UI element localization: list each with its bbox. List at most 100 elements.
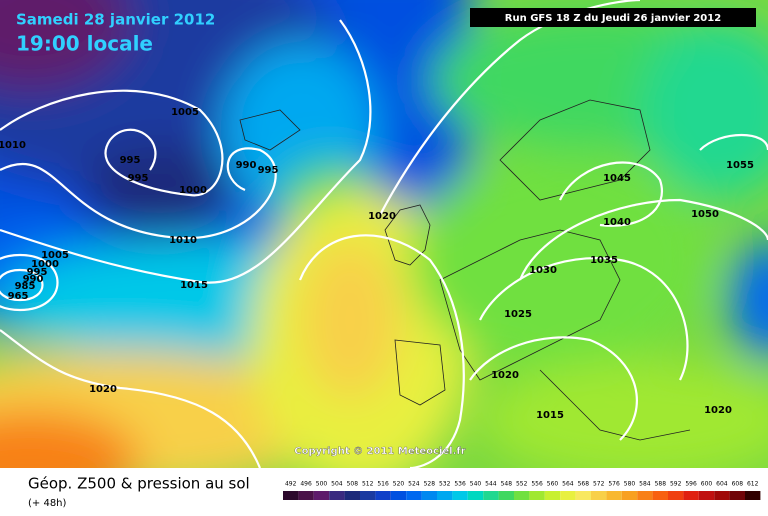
isobar-label: 1010 [169, 235, 197, 246]
legend-swatch [313, 491, 330, 500]
legend-label: 580 [624, 481, 636, 488]
legend-label: 552 [516, 481, 528, 488]
legend-label: 560 [547, 481, 559, 488]
legend-label: 612 [747, 481, 759, 488]
legend-label: 564 [562, 481, 574, 488]
legend-label: 528 [424, 481, 436, 488]
legend-label: 596 [685, 481, 697, 488]
legend-label: 520 [393, 481, 405, 488]
isobar-label: 1005 [171, 107, 199, 118]
legend-swatch [406, 491, 422, 500]
isobar-label: 1020 [491, 370, 519, 381]
legend-label: 492 [285, 481, 297, 488]
isobar-label: 1005 [41, 250, 69, 261]
legend-label: 512 [362, 481, 374, 488]
legend-swatch [283, 491, 299, 500]
legend-swatch [344, 491, 360, 500]
legend-swatch [375, 491, 391, 500]
legend-swatch [637, 491, 653, 500]
legend-swatch [591, 491, 607, 500]
legend-label: 568 [578, 481, 590, 488]
legend-label: 584 [639, 481, 651, 488]
legend-label: 504 [331, 481, 343, 488]
legend-label: 608 [732, 481, 744, 488]
isobar-label: 1050 [691, 209, 719, 220]
isobar-label: 1020 [368, 211, 396, 222]
legend-swatch [729, 491, 745, 500]
isobar-label: 1035 [590, 255, 618, 266]
run-box [470, 8, 756, 27]
legend-label: 536 [454, 481, 466, 488]
isobar-label: 1020 [89, 384, 117, 395]
legend-swatch [652, 491, 668, 500]
legend-label: 548 [501, 481, 513, 488]
isobar-label: 1015 [536, 410, 564, 421]
legend-swatch [745, 491, 761, 500]
legend-label: 532 [439, 481, 451, 488]
legend-swatch [621, 491, 638, 500]
isobar-label: 990 [236, 160, 257, 171]
legend-label: 508 [347, 481, 359, 488]
legend-swatch [575, 491, 591, 500]
legend-swatch [544, 491, 561, 500]
legend-swatch [668, 491, 684, 500]
footer-title: Géop. Z500 & pression au sol [28, 475, 250, 493]
legend-label: 600 [701, 481, 713, 488]
footer-lead: (+ 48h) [28, 498, 67, 509]
legend-swatch [390, 491, 407, 500]
isobar-label: 1045 [603, 173, 631, 184]
legend-label: 576 [608, 481, 620, 488]
legend-label: 496 [300, 481, 312, 488]
legend-swatch [483, 491, 499, 500]
legend-label: 556 [531, 481, 543, 488]
legend: 492 496 500 504 508 512 516 520 524 528 532 536 540 5… [283, 481, 761, 500]
legend-swatch [606, 491, 622, 500]
legend-swatch [560, 491, 576, 500]
isobar-label: 985 [15, 281, 36, 292]
isobar-label: 1030 [529, 265, 557, 276]
legend-label: 572 [593, 481, 605, 488]
isobar-label: 1025 [504, 309, 532, 320]
legend-swatch [467, 491, 484, 500]
isobar-label: 1015 [180, 280, 208, 291]
isobar-label: 965 [8, 291, 29, 302]
legend-swatch [329, 491, 345, 500]
isobar-label: 995 [128, 173, 149, 184]
isobar-label: 1055 [726, 160, 754, 171]
legend-swatch [360, 491, 376, 500]
legend-label: 604 [716, 481, 728, 488]
legend-label: 544 [485, 481, 497, 488]
isobar-label: 990 [23, 274, 44, 285]
isobar-label: 1000 [179, 185, 207, 196]
legend-swatch [298, 491, 314, 500]
legend-label: 540 [470, 481, 482, 488]
isobar-label: 995 [27, 267, 48, 278]
isobar-label: 1000 [31, 259, 59, 270]
date: Samedi 28 janvier 2012 [16, 11, 215, 29]
copyright: Copyright © 2011 Meteociel.fr [294, 446, 465, 457]
legend-label: 500 [316, 481, 328, 488]
legend-swatch [498, 491, 514, 500]
legend-swatch [452, 491, 468, 500]
legend-swatch [437, 491, 453, 500]
isobar-label: 1040 [603, 217, 631, 228]
time: 19:00 locale [16, 32, 153, 56]
legend-label: 592 [670, 481, 682, 488]
legend-swatch [514, 491, 530, 500]
run: Run GFS 18 Z du Jeudi 26 janvier 2012 [505, 13, 721, 24]
isobar-label: 995 [258, 165, 279, 176]
legend-swatch [421, 491, 437, 500]
isobar-label: 1020 [704, 405, 732, 416]
isobar-label: 995 [120, 155, 141, 166]
legend-swatch [529, 491, 545, 500]
legend-label: 588 [655, 481, 667, 488]
legend-label: 524 [408, 481, 420, 488]
isobars [0, 0, 768, 468]
legend-swatch [683, 491, 699, 500]
isobar-label: 1010 [0, 140, 26, 151]
legend-swatch [698, 491, 715, 500]
coastlines [239, 99, 691, 441]
